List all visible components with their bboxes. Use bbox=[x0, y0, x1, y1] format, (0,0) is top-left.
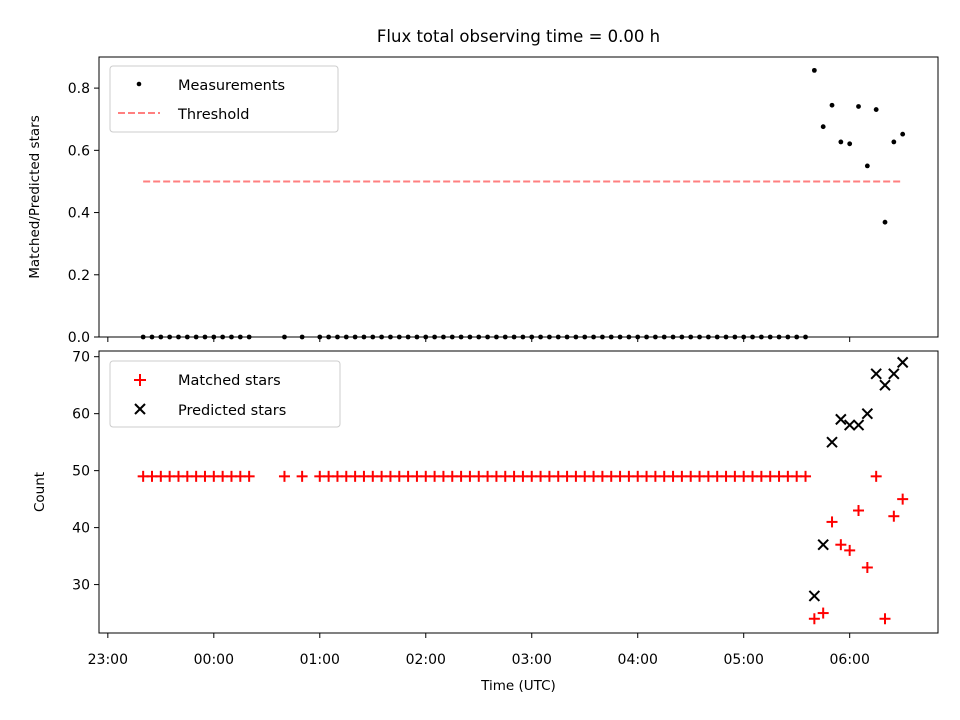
bottom-y-tick-label: 70 bbox=[72, 350, 90, 366]
measurement-point bbox=[847, 141, 853, 147]
legend-measurements-label: Measurements bbox=[178, 78, 285, 94]
predicted-star-point bbox=[879, 379, 891, 391]
top-legend-box bbox=[109, 65, 339, 133]
predicted-star-point bbox=[826, 436, 838, 448]
top-y-axis-label: Matched/Predicted stars bbox=[27, 115, 43, 278]
predicted-star-point bbox=[817, 538, 829, 551]
bottom-y-tick-label: 50 bbox=[72, 464, 90, 480]
matched-star-point bbox=[897, 493, 909, 505]
bottom-x-ticks: 23:00 00:00 01:00 02:00 03:00 04:00 05:00 06:00 bbox=[88, 633, 870, 668]
matched-star-point bbox=[826, 516, 838, 528]
bottom-y-tick-label: 30 bbox=[72, 578, 90, 594]
matched-star-point bbox=[243, 470, 255, 482]
x-tick-label: 23:00 bbox=[88, 652, 128, 668]
bottom-panel: 30 40 50 60 70 23:00 00:00 01:00 02:00 03:00 04:0… bbox=[32, 350, 939, 694]
x-tick-label: 03:00 bbox=[512, 652, 552, 668]
x-tick-label: 01:00 bbox=[300, 652, 340, 668]
top-y-tick-label: 0.0 bbox=[68, 330, 90, 346]
top-y-tick-label: 0.2 bbox=[68, 268, 90, 284]
matched-star-point bbox=[853, 505, 865, 517]
matched-star-point bbox=[844, 544, 856, 556]
x-tick-label: 04:00 bbox=[618, 652, 658, 668]
top-axes-frame bbox=[98, 56, 939, 338]
matched-star-point bbox=[817, 607, 829, 619]
predicted-star-point bbox=[896, 356, 909, 369]
legend-matched-label: Matched stars bbox=[178, 373, 281, 389]
measurement-point bbox=[829, 102, 835, 108]
measurement-point bbox=[891, 139, 897, 145]
top-y-tick-label: 0.8 bbox=[68, 81, 90, 97]
x-tick-label: 02:00 bbox=[406, 652, 446, 668]
x-axis-label: Time (UTC) bbox=[480, 678, 556, 694]
top-legend: Measurements Threshold bbox=[109, 65, 339, 133]
bottom-marks bbox=[137, 356, 909, 625]
bottom-y-tick-label: 40 bbox=[72, 521, 90, 537]
top-y-tick-label: 0.6 bbox=[68, 143, 90, 159]
matched-star-point bbox=[808, 613, 820, 625]
x-tick-label: 00:00 bbox=[194, 652, 234, 668]
matched-star-point bbox=[278, 470, 290, 482]
legend-predicted-label: Predicted stars bbox=[178, 403, 286, 419]
measurement-point bbox=[820, 124, 826, 130]
bottom-y-axis-label: Count bbox=[32, 472, 48, 512]
legend-measurements-marker bbox=[136, 81, 142, 87]
x-tick-label: 05:00 bbox=[724, 652, 764, 668]
x-tick-label: 06:00 bbox=[830, 652, 870, 668]
predicted-star-point bbox=[843, 419, 856, 431]
measurement-point bbox=[856, 104, 861, 109]
predicted-star-point bbox=[888, 368, 900, 380]
matched-star-point bbox=[879, 613, 891, 625]
measurement-point bbox=[864, 163, 870, 169]
matched-star-point bbox=[835, 539, 847, 551]
top-panel: Flux total observing time = 0.00 h 0.00.… bbox=[27, 27, 939, 346]
bottom-y-ticks: 30 40 50 60 70 bbox=[72, 350, 99, 594]
predicted-star-point bbox=[870, 368, 882, 380]
measurement-point bbox=[882, 219, 888, 225]
predicted-star-point bbox=[861, 407, 874, 420]
legend-matched-marker bbox=[134, 374, 146, 386]
legend-predicted-marker bbox=[134, 403, 146, 415]
matched-star-point bbox=[888, 510, 900, 522]
matched-star-point bbox=[861, 561, 873, 573]
predicted-star-point bbox=[808, 590, 821, 602]
measurement-point bbox=[900, 131, 906, 137]
bottom-legend-box bbox=[109, 360, 341, 428]
measurement-point bbox=[811, 67, 817, 73]
measurement-point bbox=[838, 139, 844, 145]
matched-star-point bbox=[800, 470, 812, 482]
top-panel-title: Flux total observing time = 0.00 h bbox=[377, 27, 660, 46]
top-y-tick-label: 0.4 bbox=[68, 206, 90, 222]
predicted-star-point bbox=[852, 419, 865, 431]
top-x-ticks bbox=[107, 337, 851, 342]
predicted-star-point bbox=[835, 413, 847, 426]
bottom-axes-frame bbox=[98, 350, 939, 634]
legend-threshold-label: Threshold bbox=[177, 107, 249, 123]
bottom-y-tick-label: 60 bbox=[72, 407, 90, 423]
matched-star-point bbox=[296, 470, 308, 482]
measurement-point bbox=[873, 107, 879, 112]
top-marks bbox=[140, 67, 906, 340]
bottom-legend: Matched stars Predicted stars bbox=[109, 360, 341, 428]
matched-star-point bbox=[870, 470, 882, 482]
top-y-ticks: 0.0 0.2 0.4 0.6 0.8 bbox=[68, 81, 99, 346]
